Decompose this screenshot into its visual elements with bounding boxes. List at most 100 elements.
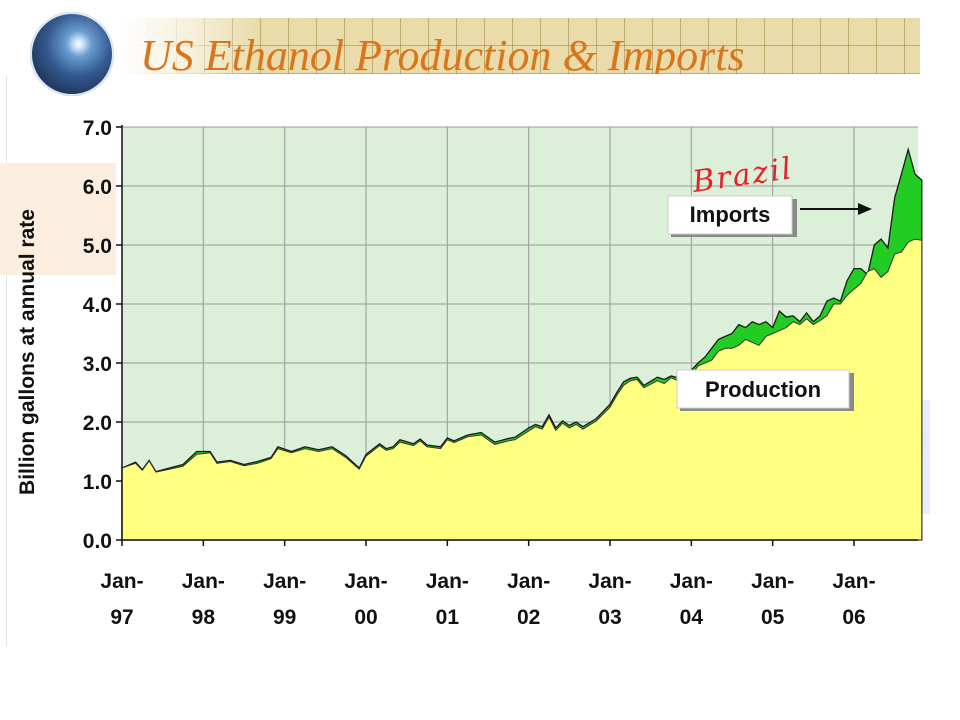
imports-point xyxy=(894,197,896,199)
imports-point xyxy=(575,421,577,423)
imports-point xyxy=(711,348,713,350)
imports-point xyxy=(582,426,584,428)
production-point xyxy=(514,439,516,441)
production-point xyxy=(718,350,720,352)
x-tick-label-line1: Jan- xyxy=(670,570,713,593)
production-point xyxy=(508,440,510,442)
imports-point xyxy=(480,432,482,434)
production-point xyxy=(345,457,347,459)
y-tick-label: 6.0 xyxy=(83,176,112,199)
imports-callout: Imports xyxy=(667,195,872,237)
production-point xyxy=(399,441,401,443)
production-point xyxy=(257,463,259,465)
imports-point xyxy=(596,418,598,420)
production-point xyxy=(826,315,828,317)
imports-point xyxy=(535,424,537,426)
imports-point xyxy=(419,438,421,440)
imports-point xyxy=(413,443,415,445)
slide-title: US Ethanol Production & Imports xyxy=(140,31,745,74)
imports-point xyxy=(182,464,184,466)
production-point xyxy=(887,271,889,273)
production-point xyxy=(616,395,618,397)
imports-point xyxy=(670,375,672,377)
production-label: Production xyxy=(705,377,821,402)
imports-point xyxy=(901,173,903,175)
production-point xyxy=(907,241,909,243)
x-tick-label-line2: 03 xyxy=(598,606,621,629)
production-point xyxy=(724,348,726,350)
imports-point xyxy=(277,446,279,448)
production-point xyxy=(731,348,733,350)
production-point xyxy=(365,455,367,457)
y-axis-title: Billion gallons at annual rate xyxy=(16,209,39,495)
production-point xyxy=(697,365,699,367)
x-tick-label-line2: 97 xyxy=(110,606,133,629)
imports-point xyxy=(833,297,835,299)
production-point xyxy=(765,336,767,338)
imports-point xyxy=(453,440,455,442)
x-tick-label-line1: Jan- xyxy=(100,570,143,593)
production-point xyxy=(609,407,611,409)
imports-point xyxy=(562,420,564,422)
imports-point xyxy=(697,362,699,364)
production-point xyxy=(555,430,557,432)
imports-point xyxy=(379,443,381,445)
production-point xyxy=(535,426,537,428)
production-point xyxy=(528,430,530,432)
x-tick-label-line1: Jan- xyxy=(588,570,631,593)
production-point xyxy=(901,251,903,253)
production-point xyxy=(772,333,774,335)
imports-point xyxy=(467,434,469,436)
slide-left-rule xyxy=(6,76,7,646)
imports-point xyxy=(636,376,638,378)
production-point xyxy=(745,339,747,341)
imports-point xyxy=(541,426,543,428)
production-point xyxy=(413,445,415,447)
imports-point xyxy=(819,315,821,317)
production-point xyxy=(541,428,543,430)
production-point xyxy=(453,442,455,444)
production-point xyxy=(596,420,598,422)
production-point xyxy=(196,454,198,456)
x-tick-label-line2: 04 xyxy=(680,606,704,629)
production-point xyxy=(630,380,632,382)
production-point xyxy=(846,294,848,296)
imports-point xyxy=(318,449,320,451)
x-tick-label-line1: Jan- xyxy=(832,570,875,593)
imports-point xyxy=(813,321,815,323)
x-tick-label-line1: Jan- xyxy=(263,570,306,593)
imports-point xyxy=(806,312,808,314)
imports-point xyxy=(867,274,869,276)
production-area xyxy=(121,238,923,541)
imports-point xyxy=(785,316,787,318)
imports-point xyxy=(731,333,733,335)
imports-point xyxy=(826,300,828,302)
imports-point xyxy=(358,467,360,469)
production-point xyxy=(670,377,672,379)
production-point xyxy=(799,324,801,326)
x-tick-label-line1: Jan- xyxy=(507,570,550,593)
production-box xyxy=(676,369,850,409)
production-point xyxy=(419,440,421,442)
imports-point xyxy=(657,376,659,378)
imports-point xyxy=(846,280,848,282)
production-point xyxy=(480,434,482,436)
production-point xyxy=(833,303,835,305)
imports-point xyxy=(799,321,801,323)
imports-point xyxy=(345,455,347,457)
production-point xyxy=(853,289,855,291)
production-point xyxy=(569,427,571,429)
x-tick-label-line2: 01 xyxy=(436,606,460,629)
imports-point xyxy=(779,310,781,312)
imports-point xyxy=(921,179,923,181)
imports-point xyxy=(196,451,198,453)
production-point xyxy=(704,362,706,364)
production-point xyxy=(663,383,665,385)
production-point xyxy=(182,466,184,468)
imports-point xyxy=(440,446,442,448)
y-tick-label: 3.0 xyxy=(83,353,112,376)
imports-box xyxy=(667,195,793,235)
imports-point xyxy=(426,444,428,446)
globe-icon xyxy=(30,12,114,96)
